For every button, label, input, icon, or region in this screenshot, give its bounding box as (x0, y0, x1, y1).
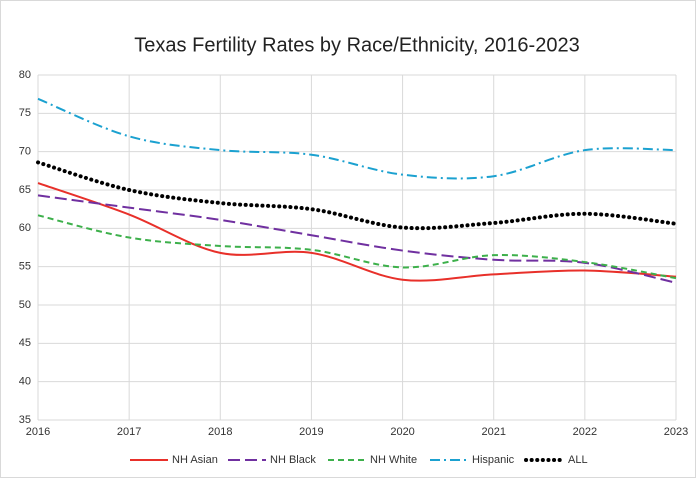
y-tick-label: 45 (19, 337, 31, 349)
x-tick-label: 2022 (573, 426, 597, 438)
legend-label: ALL (568, 454, 588, 466)
y-tick-label: 40 (19, 376, 31, 388)
series-line (37, 182, 677, 282)
legend-label: NH Black (270, 454, 316, 466)
legend-label: NH Asian (172, 454, 218, 466)
y-tick-label: 50 (19, 299, 31, 311)
y-tick-label: 35 (19, 414, 31, 426)
series-line (37, 97, 677, 180)
chart-title: Texas Fertility Rates by Race/Ethnicity,… (134, 34, 579, 56)
y-tick-label: 75 (19, 107, 31, 119)
x-tick-label: 2020 (390, 426, 414, 438)
x-tick-label: 2017 (117, 426, 141, 438)
x-tick-label: 2023 (664, 426, 688, 438)
series-line (36, 160, 678, 231)
y-tick-label: 70 (19, 146, 31, 158)
legend-label: NH White (370, 454, 417, 466)
x-tick-label: 2018 (208, 426, 232, 438)
y-tick-label: 60 (19, 222, 31, 234)
y-tick-label: 65 (19, 184, 31, 196)
legend-label: Hispanic (472, 454, 515, 466)
y-tick-label: 80 (19, 69, 31, 81)
x-tick-label: 2021 (481, 426, 505, 438)
series-line (37, 214, 677, 280)
y-tick-label: 55 (19, 261, 31, 273)
x-tick-label: 2016 (26, 426, 50, 438)
x-tick-label: 2019 (299, 426, 323, 438)
